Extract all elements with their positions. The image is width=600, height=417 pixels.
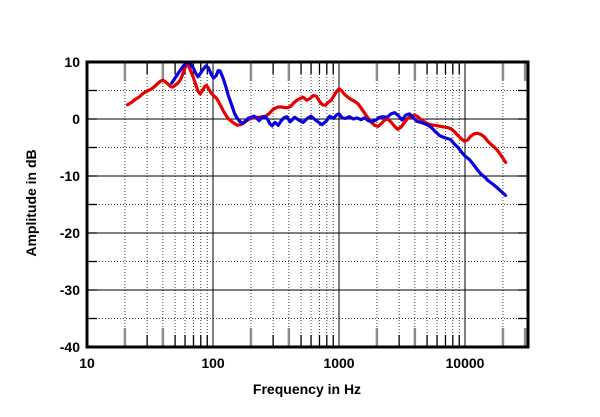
x-tick-label: 100: [201, 355, 225, 371]
y-tick-label: 10: [64, 54, 80, 70]
y-axis-title: Amplitude in dB: [23, 149, 39, 257]
y-tick-label: 0: [72, 111, 80, 127]
plot-frame: [85, 60, 530, 349]
x-tick-label: 10: [79, 355, 95, 371]
x-axis-title: Frequency in Hz: [252, 381, 362, 397]
y-tick-label: -30: [60, 282, 80, 298]
x-tick-label: 10000: [446, 355, 485, 371]
y-tick-label: -10: [60, 168, 80, 184]
y-tick-label: -20: [60, 225, 80, 241]
blue-trace: [170, 61, 508, 197]
x-tick-label: 1000: [323, 355, 354, 371]
red-trace: [125, 63, 508, 164]
y-tick-label: -40: [60, 339, 80, 355]
